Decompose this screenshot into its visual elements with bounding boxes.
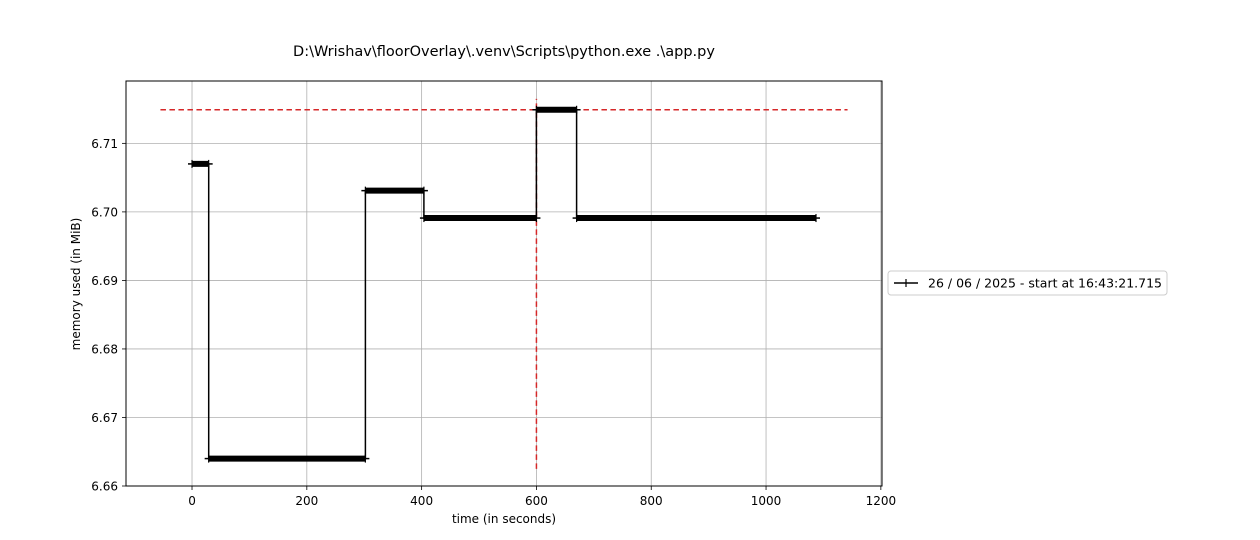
y-tick-label: 6.67 — [91, 411, 118, 425]
chart-title: D:\Wrishav\floorOverlay\.venv\Scripts\py… — [293, 44, 715, 60]
x-tick-label: 1200 — [866, 494, 897, 508]
series-layer — [188, 105, 820, 463]
y-tick-label: 6.68 — [91, 342, 118, 356]
x-tick-label: 200 — [295, 494, 318, 508]
x-axis-label: time (in seconds) — [452, 512, 556, 526]
legend-entry-label: 26 / 06 / 2025 - start at 16:43:21.715 — [928, 276, 1162, 291]
axis-ticks: 0 200 400 600 800 1000 1200 6.66 6.67 6.68 6.69 6.7… — [91, 137, 896, 508]
x-tick-label: 1000 — [751, 494, 782, 508]
y-tick-label: 6.71 — [91, 137, 118, 151]
plot-frame — [125, 80, 883, 487]
y-axis-label: memory used (in MiB) — [69, 218, 83, 351]
y-tick-label: 6.66 — [91, 480, 118, 494]
y-tick-label: 6.69 — [91, 274, 118, 288]
legend-frame — [887, 270, 1168, 296]
x-tick-label: 800 — [640, 494, 663, 508]
series-line — [192, 109, 816, 460]
x-tick-label: 0 — [188, 494, 196, 508]
y-tick-label: 6.70 — [91, 205, 118, 219]
legend: 26 / 06 / 2025 - start at 16:43:21.715 — [887, 270, 1168, 296]
x-tick-label: 400 — [410, 494, 433, 508]
x-tick-label: 600 — [525, 494, 548, 508]
